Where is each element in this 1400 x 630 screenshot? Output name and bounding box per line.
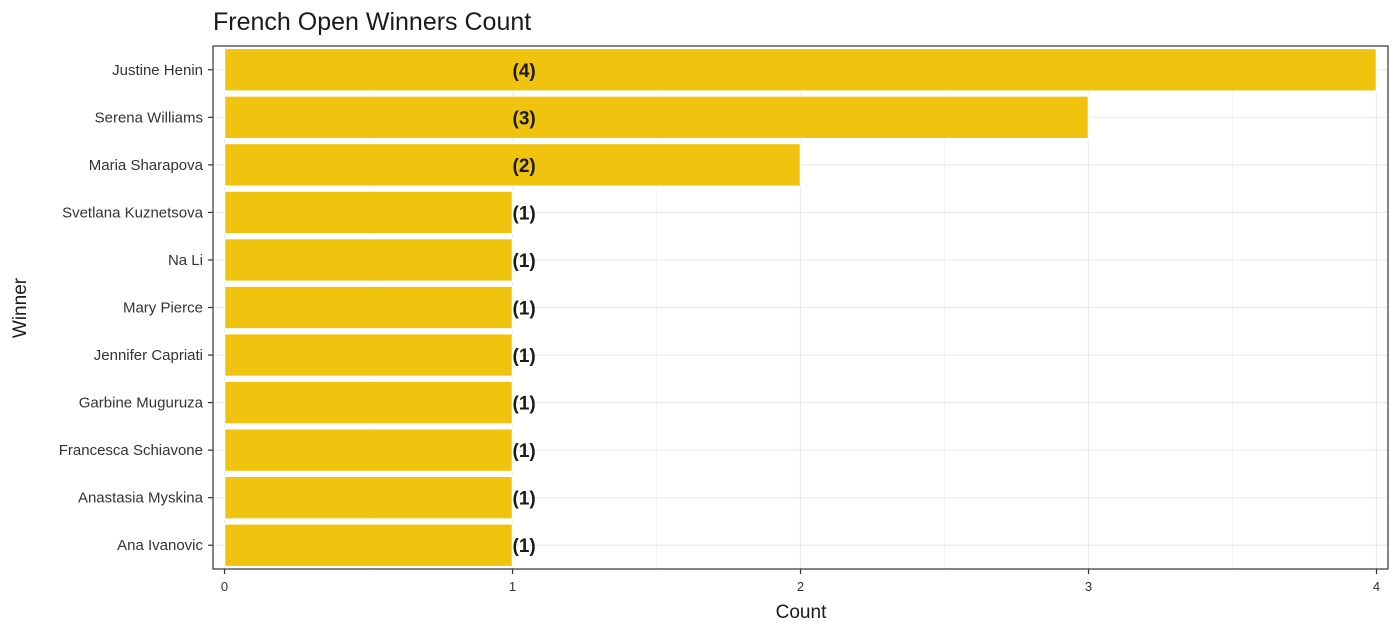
bar-data-label: (1) (513, 536, 536, 557)
data-labels: (4) (3) (2) (1) (1) (1) (1) (1) (1) (1) (1) (513, 61, 536, 557)
y-tick-label: Francesca Schiavone (59, 442, 203, 459)
y-tick-label: Svetlana Kuznetsova (62, 204, 204, 221)
x-tick-label: 4 (1373, 579, 1380, 594)
y-tick-label: Jennifer Capriati (94, 347, 203, 364)
bar (223, 332, 514, 378)
bar-data-label: (1) (513, 346, 536, 367)
bar-data-label: (1) (513, 251, 536, 272)
bar-data-label: (3) (513, 108, 536, 129)
bar (223, 190, 514, 235)
y-tick-label: Mary Pierce (123, 300, 203, 317)
bar (223, 47, 1378, 92)
bar (223, 380, 514, 425)
x-tick-label: 0 (221, 579, 228, 594)
bar-data-label: (1) (513, 203, 536, 224)
y-axis-title: Winner (10, 277, 31, 338)
bar-data-label: (4) (513, 61, 536, 82)
bar (223, 427, 514, 473)
bar-data-label: (1) (513, 489, 536, 510)
y-tick-label: Serena Williams (95, 109, 203, 126)
bar (223, 523, 514, 568)
bar-data-label: (2) (513, 156, 536, 177)
bar (223, 142, 802, 188)
bars (223, 47, 1378, 568)
bar (223, 285, 514, 330)
watermark: 掘金技术社区 @ 布客飞龙 (1125, 586, 1380, 611)
bar-data-label: (1) (513, 299, 536, 320)
y-tick-label: Justine Henin (112, 62, 203, 79)
bar-data-label: (1) (513, 441, 536, 462)
y-tick-label: Na Li (168, 252, 203, 269)
y-tick-label: Ana Ivanovic (117, 537, 203, 554)
x-axis: 0 1 2 3 4 (221, 569, 1380, 594)
bar (223, 95, 1090, 140)
y-tick-label: Garbine Muguruza (79, 395, 204, 412)
y-tick-label: Maria Sharapova (89, 157, 204, 174)
x-axis-title: Count (776, 602, 827, 623)
bar (223, 237, 514, 283)
y-tick-label: Anastasia Myskina (78, 490, 204, 507)
chart-title: French Open Winners Count (213, 8, 531, 36)
bar (223, 475, 514, 520)
x-tick-label: 1 (509, 579, 516, 594)
y-axis: Justine Henin Serena Williams Maria Sharap… (59, 62, 213, 554)
bar-data-label: (1) (513, 394, 536, 415)
x-tick-label: 2 (797, 579, 804, 594)
x-tick-label: 3 (1085, 579, 1092, 594)
